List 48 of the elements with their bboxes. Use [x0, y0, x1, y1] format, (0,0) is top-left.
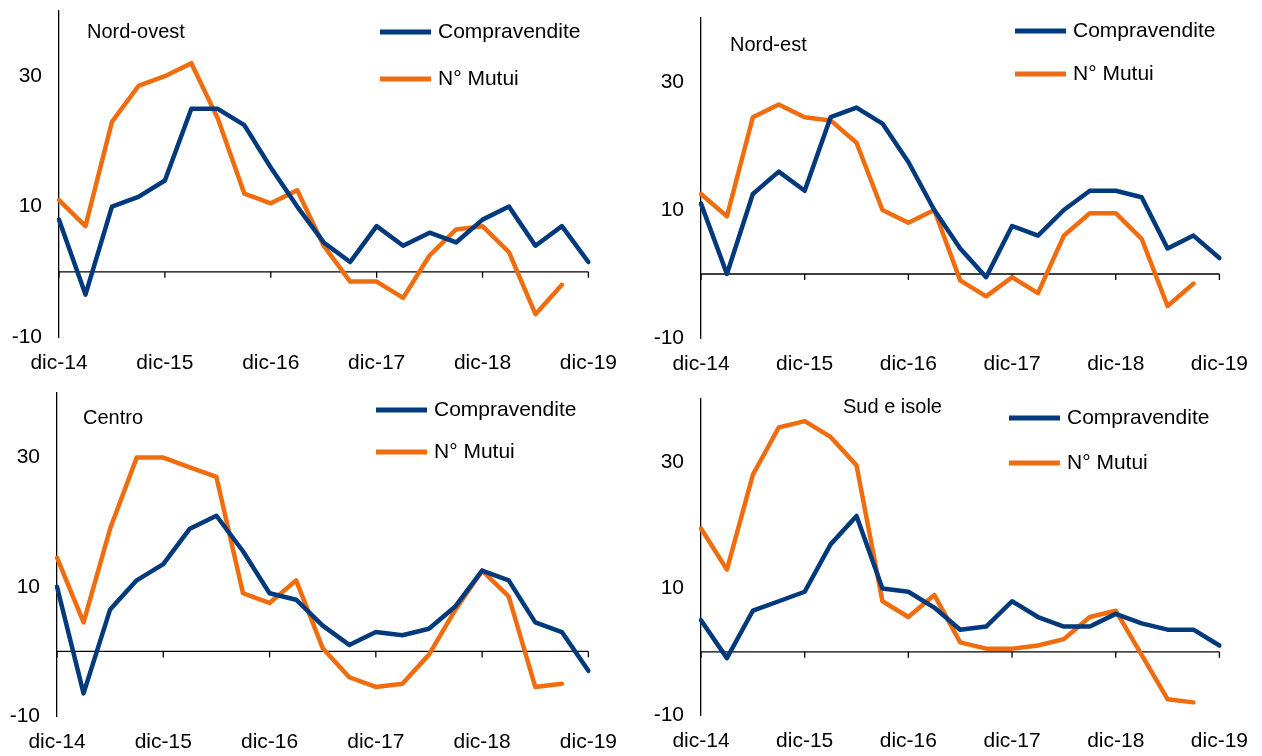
x-tick-label: dic-19 [559, 350, 617, 374]
y-tick-label: 30 [18, 63, 42, 86]
x-tick-label: dic-15 [776, 728, 834, 752]
y-tick-label: 30 [660, 449, 684, 472]
y-tick-label: 30 [16, 444, 40, 468]
text: Centro [83, 405, 144, 428]
legend-label: Compravendite [1073, 17, 1216, 41]
y-tick-label: 10 [16, 573, 40, 597]
y-tick-label: -10 [11, 323, 42, 347]
x-tick-label: dic-14 [672, 728, 730, 752]
x-tick-label: dic-19 [1190, 728, 1248, 752]
x-tick-label: dic-16 [240, 729, 299, 753]
y-tick-label: -10 [9, 702, 40, 726]
x-tick-label: dic-19 [1190, 351, 1248, 375]
x-tick-label: dic-15 [134, 729, 192, 753]
x-tick-label: dic-15 [776, 351, 834, 375]
legend-label: N° Mutui [434, 438, 515, 462]
x-tick-label: dic-17 [983, 351, 1041, 375]
legend-label: Compravendite [1067, 404, 1210, 428]
x-tick-label: dic-19 [559, 729, 617, 753]
y-tick-label: 30 [660, 68, 684, 92]
x-tick-label: dic-18 [1087, 728, 1145, 752]
x-tick-label: dic-16 [879, 728, 937, 752]
chart-title: Sud e isole [843, 394, 942, 417]
legend-label: Compravendite [434, 396, 577, 420]
legend-label: N° Mutui [438, 65, 519, 89]
x-tick-label: dic-14 [30, 350, 88, 374]
x-tick-label: dic-15 [136, 350, 194, 374]
legend-label: N° Mutui [1067, 449, 1148, 473]
x-tick-label: dic-16 [879, 351, 937, 375]
y-tick-label: 10 [660, 575, 684, 599]
y-tick-label: -10 [653, 701, 684, 725]
y-tick-label: -10 [653, 324, 684, 348]
x-tick-label: dic-14 [28, 729, 86, 753]
x-tick-label: dic-17 [348, 350, 406, 374]
x-tick-label: dic-17 [983, 728, 1041, 752]
x-tick-label: dic-18 [453, 729, 511, 753]
x-tick-label: dic-17 [347, 729, 405, 753]
x-tick-label: dic-18 [1087, 351, 1145, 375]
legend-label: N° Mutui [1073, 60, 1154, 84]
x-tick-label: dic-18 [453, 350, 512, 374]
text: Nord-est [730, 32, 808, 55]
text: Nord-ovest [87, 19, 186, 42]
x-tick-label: dic-16 [242, 350, 300, 374]
y-tick-label: 10 [18, 193, 42, 217]
y-tick-label: 10 [660, 196, 684, 220]
x-tick-label: dic-14 [672, 351, 730, 375]
legend-label: Compravendite [438, 18, 581, 42]
